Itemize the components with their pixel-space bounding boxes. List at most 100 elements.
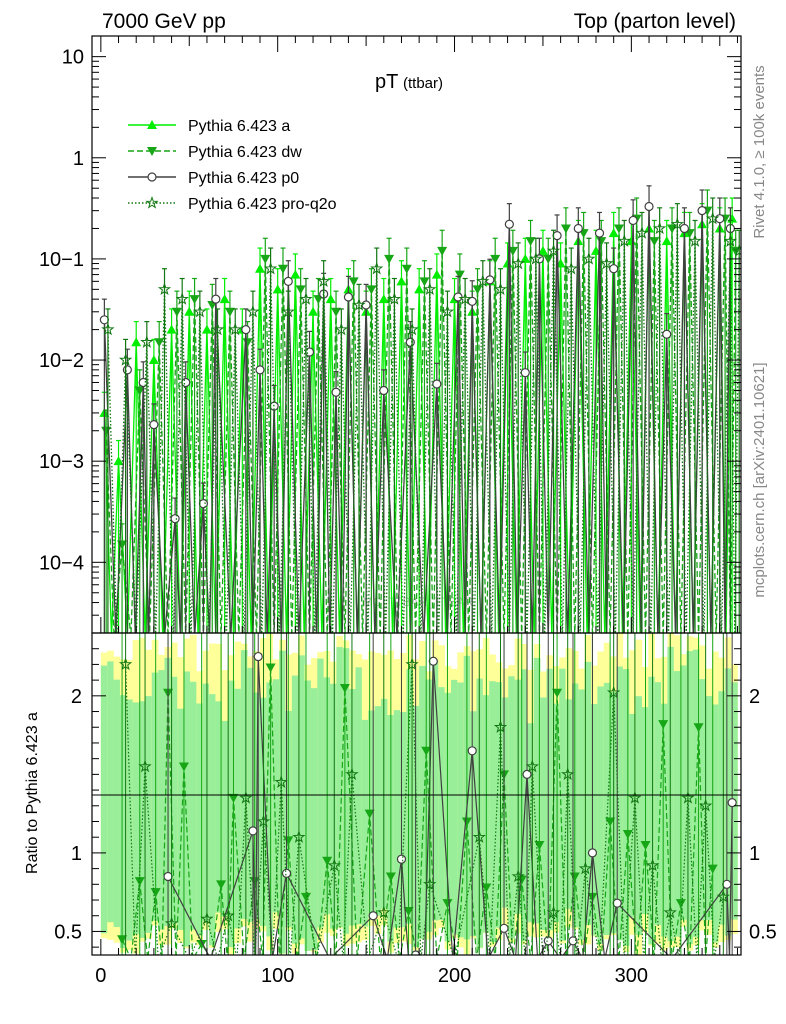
data-point: [422, 282, 437, 296]
uncertainty-band-green: [438, 687, 445, 920]
data-point: [697, 206, 707, 216]
uncertainty-band-green: [648, 676, 656, 945]
x-tick-label: 200: [438, 965, 471, 987]
uncertainty-band-green: [107, 661, 114, 923]
uncertainty-band-green: [667, 646, 675, 942]
data-point: [414, 284, 425, 294]
uncertainty-band-green: [597, 686, 605, 945]
ratio-data-point: [727, 798, 737, 808]
ratio-data-point: [722, 879, 732, 889]
uncertainty-band-green: [622, 669, 630, 946]
legend-marker: [145, 195, 159, 209]
uncertainty-band-green: [444, 692, 452, 942]
data-point: [118, 352, 133, 366]
ratio-data-point: [228, 793, 239, 803]
uncertainty-band-green: [310, 688, 318, 951]
data-point: [370, 261, 384, 275]
uncertainty-band-green: [342, 648, 350, 934]
uncertainty-band-green: [591, 704, 598, 936]
data-point: [181, 377, 191, 388]
data-point: [594, 228, 605, 238]
uncertainty-band-green: [349, 688, 356, 926]
data-point: [635, 226, 649, 239]
uncertainty-bands: [100, 633, 738, 955]
uncertainty-band-green: [240, 650, 248, 920]
uncertainty-band-green: [132, 702, 140, 935]
ratio-data-point: [274, 775, 288, 788]
uncertainty-band-green: [151, 672, 159, 921]
data-point: [154, 338, 165, 348]
uncertainty-band-green: [578, 689, 585, 940]
ratio-data-point: [534, 841, 545, 851]
data-point: [113, 456, 124, 466]
data-point: [440, 304, 455, 318]
data-point: [378, 294, 389, 304]
uncertainty-band-green: [521, 669, 528, 942]
ratio-data-point: [493, 720, 508, 733]
uncertainty-band-green: [584, 661, 592, 925]
data-point: [652, 221, 667, 235]
data-point: [405, 322, 419, 336]
data-point: [149, 419, 159, 430]
ratio-data-point: [546, 905, 561, 919]
header-right: Top (parton level): [574, 10, 736, 33]
ratio-data-point: [345, 767, 359, 781]
ratio-data-point: [150, 888, 161, 898]
side-text-bottom: mcplots.cern.ch [arXiv:2401.10621]: [751, 362, 768, 597]
chart-title: pT: [375, 71, 398, 93]
uncertainty-band-green: [279, 650, 286, 954]
ratio-y-tick-label: 1: [71, 843, 82, 865]
data-point: [352, 297, 366, 311]
data-point: [260, 254, 271, 264]
x-tick-label: 0: [95, 965, 106, 987]
x-tick-label: 300: [615, 965, 648, 987]
legend-entry: Pythia 6.423 pro-q2o: [128, 195, 337, 213]
data-point: [348, 277, 359, 287]
ratio-data-point: [200, 911, 214, 925]
uncertainty-band-green: [495, 682, 503, 928]
data-point: [432, 379, 442, 389]
uncertainty-band-green: [336, 647, 344, 928]
ratio-data-point: [117, 935, 128, 945]
chart-title-sub: (ttbar): [403, 75, 443, 92]
uncertainty-band-green: [393, 710, 401, 928]
ratio-data-point: [681, 790, 695, 804]
legend-marker: [147, 172, 157, 182]
uncertainty-band-green: [202, 683, 210, 922]
data-point: [560, 224, 571, 234]
data-point: [458, 292, 472, 305]
uncertainty-band-green: [183, 671, 191, 947]
data-point: [316, 274, 331, 288]
data-point: [454, 270, 465, 280]
ratio-y-tick-label-right: 0.5: [749, 921, 777, 943]
y-tick-label: 1: [73, 148, 84, 170]
uncertainty-band-green: [501, 697, 509, 908]
y-tick-label: 10−3: [39, 451, 84, 473]
data-point: [170, 514, 180, 524]
uncertainty-band-green: [189, 681, 197, 930]
data-point: [511, 256, 525, 270]
uncertainty-band-green: [533, 657, 541, 924]
ratio-data-point: [281, 868, 292, 878]
legend-entry: Pythia 6.423 p0: [128, 170, 299, 187]
data-point: [670, 217, 685, 230]
ratio-data-point: [472, 830, 486, 843]
uncertainty-band-green: [374, 706, 382, 916]
ratio-data-point: [253, 651, 263, 662]
ratio-data-point: [339, 683, 350, 693]
data-point: [649, 237, 660, 247]
data-point: [520, 368, 530, 378]
series-pro-q2o: [101, 197, 741, 633]
ratio-data-point: [707, 864, 718, 874]
ratio-data-point: [368, 911, 378, 921]
data-point: [596, 237, 607, 247]
data-point: [379, 385, 389, 396]
data-point: [184, 306, 195, 316]
ratio-data-point: [606, 685, 621, 699]
uncertainty-band-green: [412, 705, 420, 948]
header-left: 7000 GeV pp: [102, 10, 226, 33]
uncertainty-band-green: [705, 696, 713, 921]
uncertainty-band-green: [508, 676, 515, 939]
data-point: [189, 295, 200, 305]
legend-marker: [147, 147, 157, 156]
